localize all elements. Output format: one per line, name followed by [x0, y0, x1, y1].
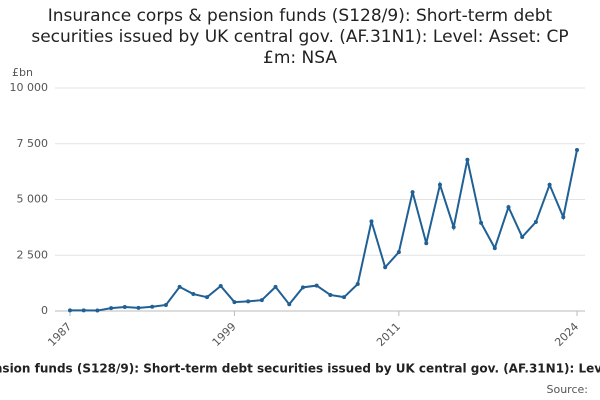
point	[369, 219, 374, 224]
point	[150, 304, 155, 309]
point	[205, 295, 210, 300]
point	[109, 306, 114, 311]
point	[424, 241, 429, 246]
point	[177, 284, 182, 289]
point	[437, 182, 442, 187]
point	[259, 298, 264, 303]
point	[479, 220, 484, 225]
point	[410, 190, 415, 195]
x-tick-label: 1987	[45, 320, 74, 349]
point	[122, 304, 127, 309]
point	[273, 284, 278, 289]
point	[396, 250, 401, 255]
point	[232, 300, 237, 305]
point	[218, 284, 223, 289]
point	[575, 147, 579, 152]
x-tick-label: 1999	[210, 320, 239, 349]
point	[68, 308, 72, 313]
x-tick-label: 2011	[374, 320, 403, 349]
point	[246, 299, 251, 304]
source: Source:	[547, 383, 589, 396]
line	[70, 149, 578, 312]
point	[300, 285, 305, 290]
y-tick-label: 0	[41, 304, 48, 317]
y-tick-label: 5 000	[17, 193, 49, 206]
chart-title: Insurance corps & pension funds (S128/9)…	[31, 6, 569, 68]
footer: Insurance corps & pension funds (S128/9)…	[0, 362, 600, 376]
point	[342, 295, 347, 300]
x-tick-label: 2024	[552, 320, 581, 349]
point	[492, 246, 497, 251]
point	[465, 157, 470, 162]
point	[191, 292, 196, 297]
point	[561, 215, 566, 220]
point	[547, 182, 552, 187]
point	[328, 292, 333, 297]
point	[520, 234, 525, 239]
point	[136, 305, 141, 310]
point	[451, 225, 456, 230]
point	[163, 302, 168, 307]
y-tick-label: 2 500	[17, 248, 49, 261]
point	[95, 308, 100, 313]
point	[287, 302, 292, 307]
point	[383, 265, 388, 270]
point	[506, 205, 511, 210]
point	[533, 220, 538, 225]
point	[355, 282, 360, 287]
y-tick-label: 10 000	[10, 81, 49, 94]
point	[314, 283, 319, 288]
y-tick-label: 7 500	[17, 137, 49, 150]
y-axis-label: £bn	[12, 66, 33, 79]
point	[81, 308, 86, 313]
